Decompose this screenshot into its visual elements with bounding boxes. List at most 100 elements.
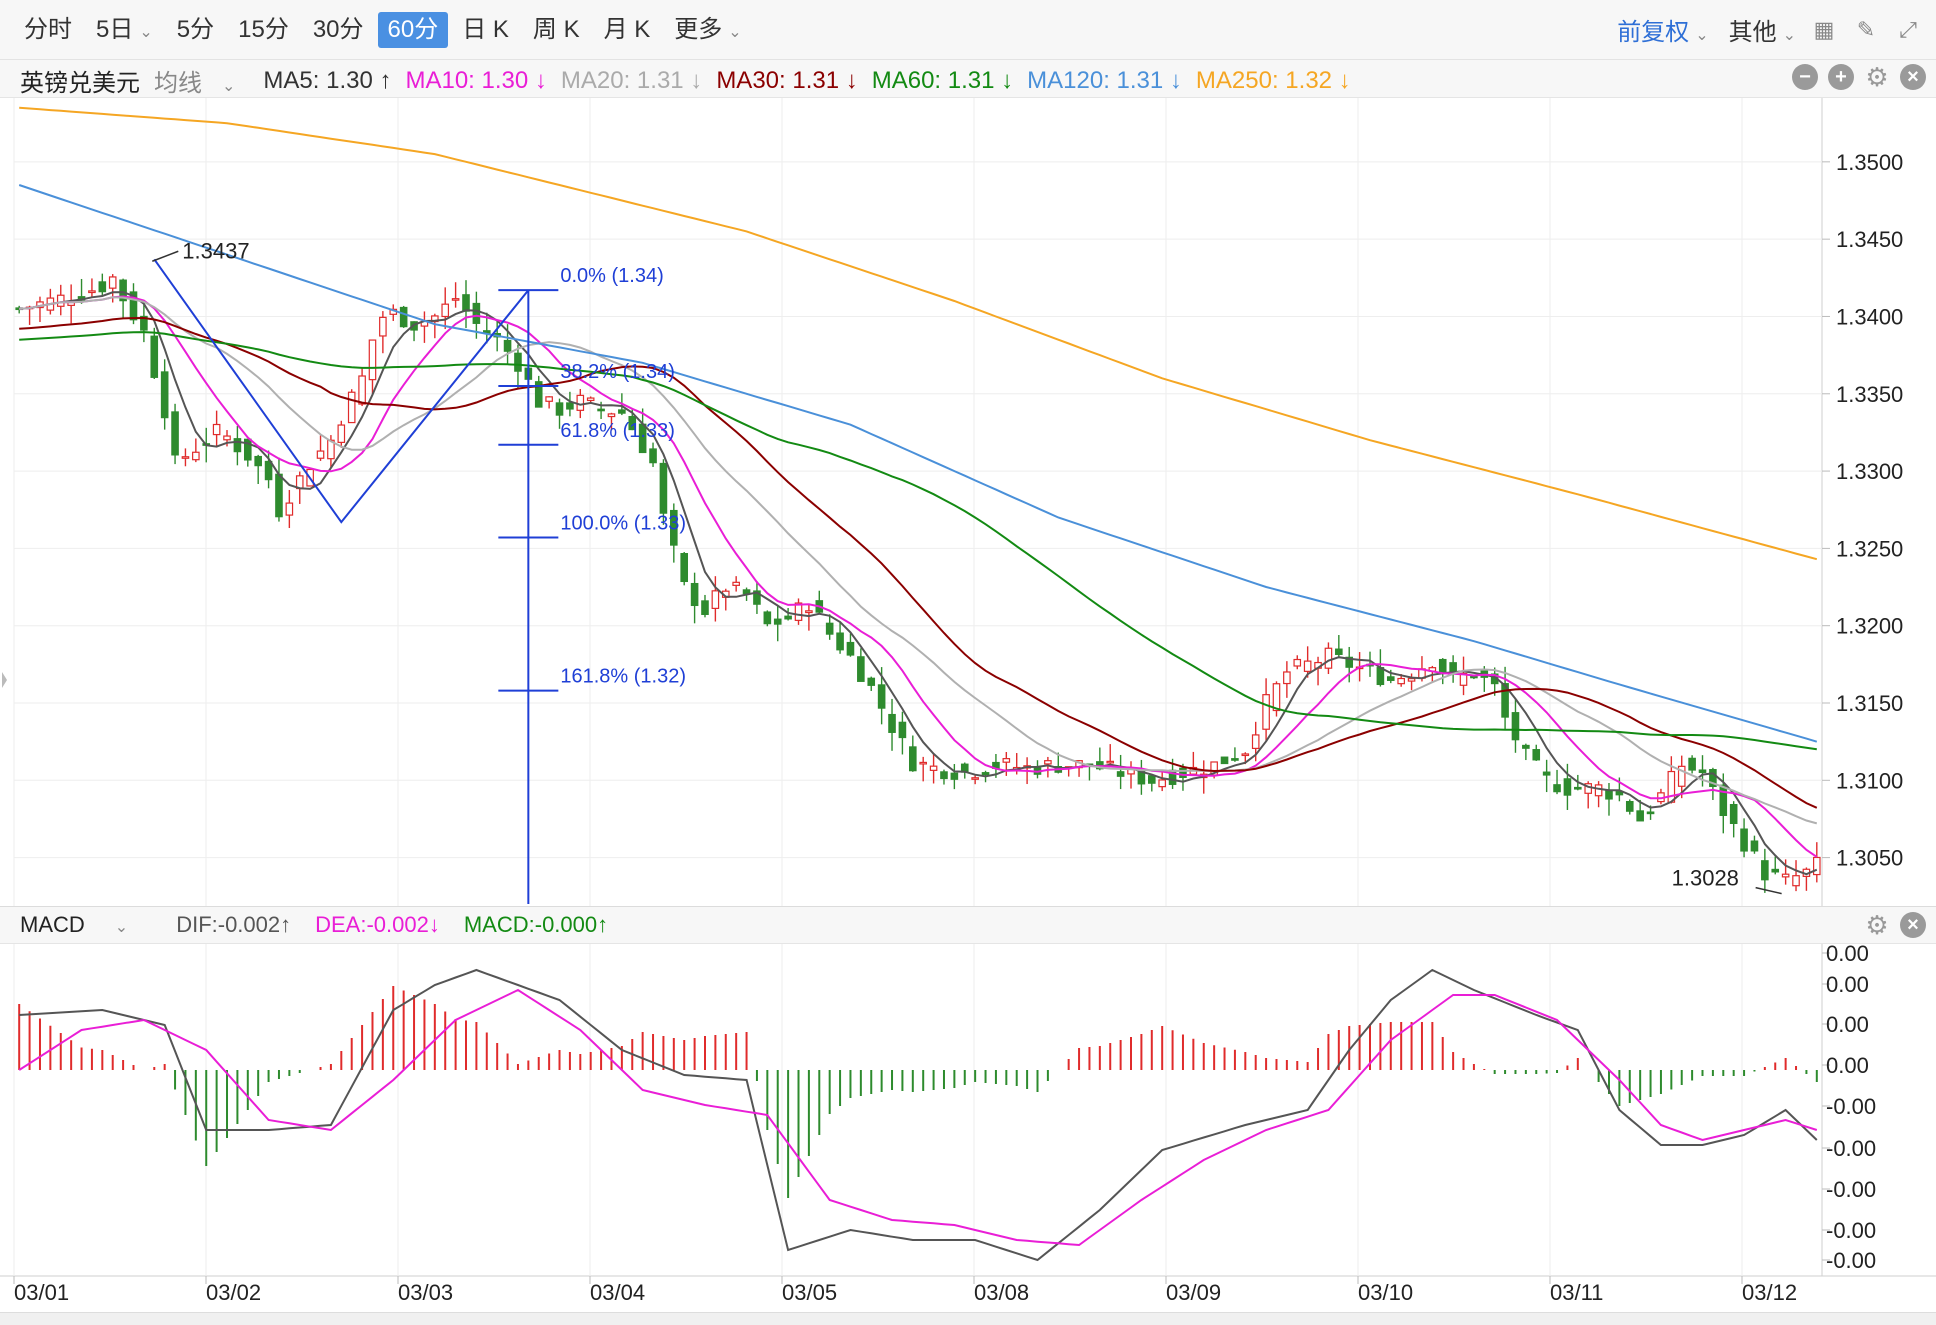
gear-icon[interactable]: ⚙ xyxy=(1865,910,1889,940)
macd-tick-label: -0.00 xyxy=(1826,1136,1876,1161)
candle-body xyxy=(514,352,522,372)
candle-body xyxy=(119,279,127,302)
tab-3[interactable]: 15分 xyxy=(228,12,299,48)
candle-body xyxy=(1386,676,1395,681)
candle-body xyxy=(441,303,450,318)
candle-body xyxy=(212,423,221,436)
ma-item-4: MA60: 1.31 ↓ xyxy=(871,66,1014,94)
candle-body xyxy=(711,590,720,609)
candle-body xyxy=(233,438,242,453)
candle-body xyxy=(1147,775,1156,784)
candle-body xyxy=(1303,660,1312,672)
candle-body xyxy=(160,371,169,419)
candle-body xyxy=(846,641,855,656)
candle-body xyxy=(898,721,907,739)
ma-item-5: MA120: 1.31 ↓ xyxy=(1027,66,1182,94)
candle-body xyxy=(1376,667,1385,686)
macd-tick-label: -0.00 xyxy=(1826,1248,1876,1273)
candle-body xyxy=(1719,784,1728,816)
candle-body xyxy=(1563,778,1572,796)
gear-icon[interactable]: ⚙ xyxy=(1865,62,1889,92)
close-icon[interactable]: × xyxy=(1900,912,1926,938)
price-tick-label: 1.3150 xyxy=(1836,691,1903,716)
candle-body xyxy=(1667,770,1676,803)
candle-body xyxy=(1116,771,1125,777)
scrollbar-track[interactable] xyxy=(0,1312,1936,1325)
avg-dropdown[interactable]: 均线 ⌄ xyxy=(154,70,236,97)
ma-item-3: MA30: 1.31 ↓ xyxy=(716,66,858,94)
candle-body xyxy=(659,462,668,514)
candle-body xyxy=(877,684,886,709)
candle-body xyxy=(1553,784,1561,793)
candle-body xyxy=(1740,828,1748,852)
ma-item-6: MA250: 1.32 ↓ xyxy=(1195,66,1351,94)
candle-body xyxy=(857,656,865,682)
candle-body xyxy=(1324,647,1333,669)
ma-line-ma250 xyxy=(19,106,1818,561)
candle-body xyxy=(337,424,346,443)
candle-body xyxy=(1605,790,1613,800)
candle-body xyxy=(285,502,294,516)
other-dropdown[interactable]: 其他 ⌄ xyxy=(1728,19,1796,46)
symbol-name: 英镑兑美元 xyxy=(20,70,140,97)
candle-body xyxy=(192,451,200,461)
price-tick-label: 1.3200 xyxy=(1836,614,1903,639)
tab-7[interactable]: 周 K xyxy=(523,12,590,48)
candle-body xyxy=(1781,873,1790,878)
candle-body xyxy=(1335,648,1343,655)
adjust-dropdown[interactable]: 前复权 ⌄ xyxy=(1617,19,1709,46)
dea-line xyxy=(18,988,1818,1247)
price-tick-label: 1.3250 xyxy=(1836,536,1903,561)
candle-body xyxy=(649,448,657,464)
toolbar-right: 前复权 ⌄ 其他 ⌄ ▦ ✎ ⤢ xyxy=(1597,12,1922,47)
candle-body xyxy=(316,450,325,459)
close-icon[interactable]: × xyxy=(1900,64,1926,90)
candle-body xyxy=(1158,779,1166,788)
tab-label: 更多 xyxy=(674,16,723,43)
macd-tick-label: 0.00 xyxy=(1826,941,1869,966)
tab-label: 日 K xyxy=(462,16,509,43)
candle-body xyxy=(1231,758,1239,761)
tab-4[interactable]: 30分 xyxy=(303,12,374,48)
high-label: 1.3437 xyxy=(182,238,249,263)
candle-body xyxy=(1532,749,1541,761)
chevron-down-icon: ⌄ xyxy=(222,78,236,95)
candle-body xyxy=(732,581,740,586)
tab-6[interactable]: 日 K xyxy=(452,12,519,48)
ma-line-ma30 xyxy=(19,316,1818,809)
candle-body xyxy=(1636,810,1644,822)
candle-body xyxy=(1698,769,1707,773)
candle-body xyxy=(1251,734,1260,749)
candle-body xyxy=(1761,860,1769,881)
tab-8[interactable]: 月 K xyxy=(594,12,661,48)
macd-controls: ⚙ × xyxy=(1854,912,1926,938)
date-tick-label: 03/04 xyxy=(590,1280,645,1305)
fullscreen-icon[interactable]: ⤢ xyxy=(1899,16,1917,42)
candle-body xyxy=(1044,760,1052,765)
candle-body xyxy=(670,509,678,546)
price-tick-label: 1.3400 xyxy=(1836,304,1903,329)
date-tick-label: 03/12 xyxy=(1742,1280,1797,1305)
tab-5[interactable]: 60分 xyxy=(377,12,449,48)
tab-9[interactable]: 更多 ⌄ xyxy=(664,12,751,48)
zoom-out-icon[interactable]: − xyxy=(1792,64,1818,90)
candle-body xyxy=(98,281,107,293)
candle-body xyxy=(181,456,190,459)
macd-dropdown[interactable]: MACD ⌄ xyxy=(20,912,129,937)
pen-icon[interactable]: ✎ xyxy=(1856,16,1876,42)
tab-0[interactable]: 分时 xyxy=(14,12,82,48)
tab-1[interactable]: 5日 ⌄ xyxy=(86,12,163,48)
zoom-in-icon[interactable]: + xyxy=(1828,64,1854,90)
tab-2[interactable]: 5分 xyxy=(167,12,224,48)
macd-tick-label: 0.00 xyxy=(1826,972,1869,997)
candle-body xyxy=(472,302,481,324)
candle-body xyxy=(254,455,262,467)
candle-body xyxy=(1262,694,1270,730)
candle-body xyxy=(1646,811,1655,815)
candle-body xyxy=(1594,784,1603,797)
ma-item-1: MA10: 1.30 ↓ xyxy=(405,66,547,94)
grid-icon[interactable]: ▦ xyxy=(1813,16,1835,42)
candle-body xyxy=(1272,683,1281,712)
date-tick-label: 03/11 xyxy=(1550,1280,1603,1305)
